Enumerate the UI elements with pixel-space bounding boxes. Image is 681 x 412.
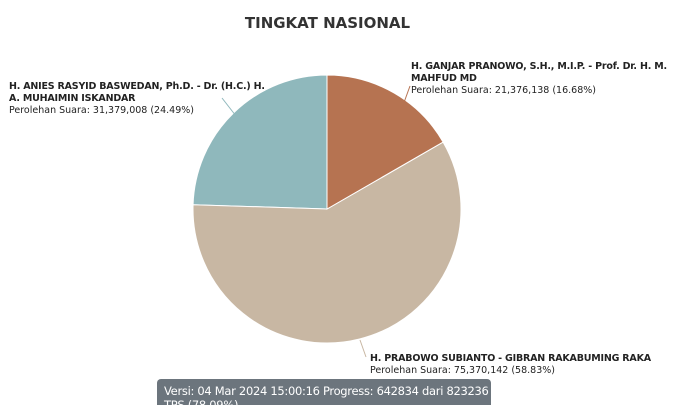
slice-ganjar[interactable] <box>326 74 444 210</box>
label-anies: H. ANIES RASYID BASWEDAN, Ph.D. - Dr. (H… <box>9 81 265 117</box>
label-ganjar: H. GANJAR PRANOWO, S.H., M.I.P. - Prof. … <box>411 61 681 97</box>
label-anies-name-1: H. ANIES RASYID BASWEDAN, Ph.D. - Dr. (H… <box>9 81 265 92</box>
leader-line-prabowo <box>359 339 367 358</box>
label-anies-votes: Perolehan Suara: 31,379,008 (24.49%) <box>9 105 194 116</box>
label-prabowo-name: H. PRABOWO SUBIANTO - GIBRAN RAKABUMING … <box>370 353 651 364</box>
chart-title: TINGKAT NASIONAL <box>244 14 411 32</box>
leader-line-anies <box>221 97 237 117</box>
label-ganjar-votes: Perolehan Suara: 21,376,138 (16.68%) <box>411 85 596 96</box>
label-ganjar-name: H. GANJAR PRANOWO, S.H., M.I.P. - Prof. … <box>411 61 667 84</box>
label-anies-name-2: A. MUHAIMIN ISKANDAR <box>9 93 136 104</box>
pie-chart <box>192 74 462 358</box>
version-progress-bar: Versi: 04 Mar 2024 15:00:16 Progress: 64… <box>157 379 491 412</box>
slice-prabowo[interactable] <box>192 141 462 344</box>
leader-line-ganjar <box>401 85 411 109</box>
label-prabowo-votes: Perolehan Suara: 75,370,142 (58.83%) <box>370 365 555 376</box>
label-prabowo: H. PRABOWO SUBIANTO - GIBRAN RAKABUMING … <box>370 353 651 377</box>
